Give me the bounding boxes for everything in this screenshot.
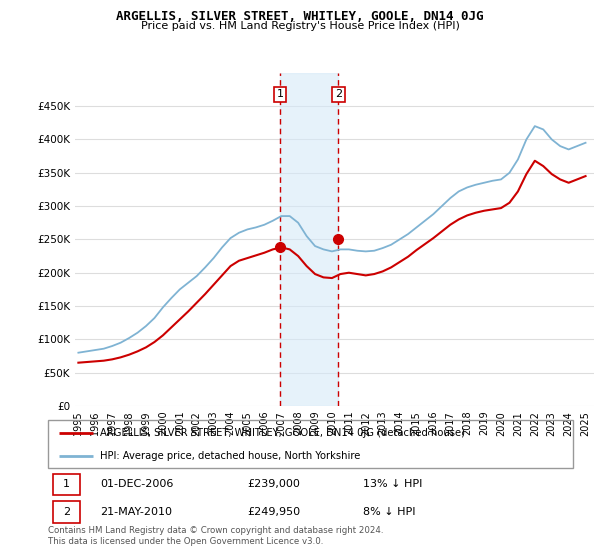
Text: Price paid vs. HM Land Registry's House Price Index (HPI): Price paid vs. HM Land Registry's House … <box>140 21 460 31</box>
Bar <box>53 501 79 522</box>
Bar <box>53 474 79 495</box>
Text: HPI: Average price, detached house, North Yorkshire: HPI: Average price, detached house, Nort… <box>101 451 361 461</box>
Text: 2: 2 <box>63 507 70 517</box>
Text: 21-MAY-2010: 21-MAY-2010 <box>101 507 173 517</box>
Text: £239,000: £239,000 <box>248 479 301 489</box>
Bar <box>280 73 338 406</box>
Text: 2: 2 <box>335 90 342 100</box>
Text: 01-DEC-2006: 01-DEC-2006 <box>101 479 174 489</box>
Text: 1: 1 <box>277 90 283 100</box>
Text: ARGELLIS, SILVER STREET, WHITLEY, GOOLE, DN14 0JG (detached house): ARGELLIS, SILVER STREET, WHITLEY, GOOLE,… <box>101 428 466 438</box>
Text: Contains HM Land Registry data © Crown copyright and database right 2024.
This d: Contains HM Land Registry data © Crown c… <box>48 526 383 546</box>
Text: 13% ↓ HPI: 13% ↓ HPI <box>363 479 422 489</box>
Text: 8% ↓ HPI: 8% ↓ HPI <box>363 507 415 517</box>
Text: 1: 1 <box>63 479 70 489</box>
Text: £249,950: £249,950 <box>248 507 301 517</box>
Text: ARGELLIS, SILVER STREET, WHITLEY, GOOLE, DN14 0JG: ARGELLIS, SILVER STREET, WHITLEY, GOOLE,… <box>116 10 484 23</box>
